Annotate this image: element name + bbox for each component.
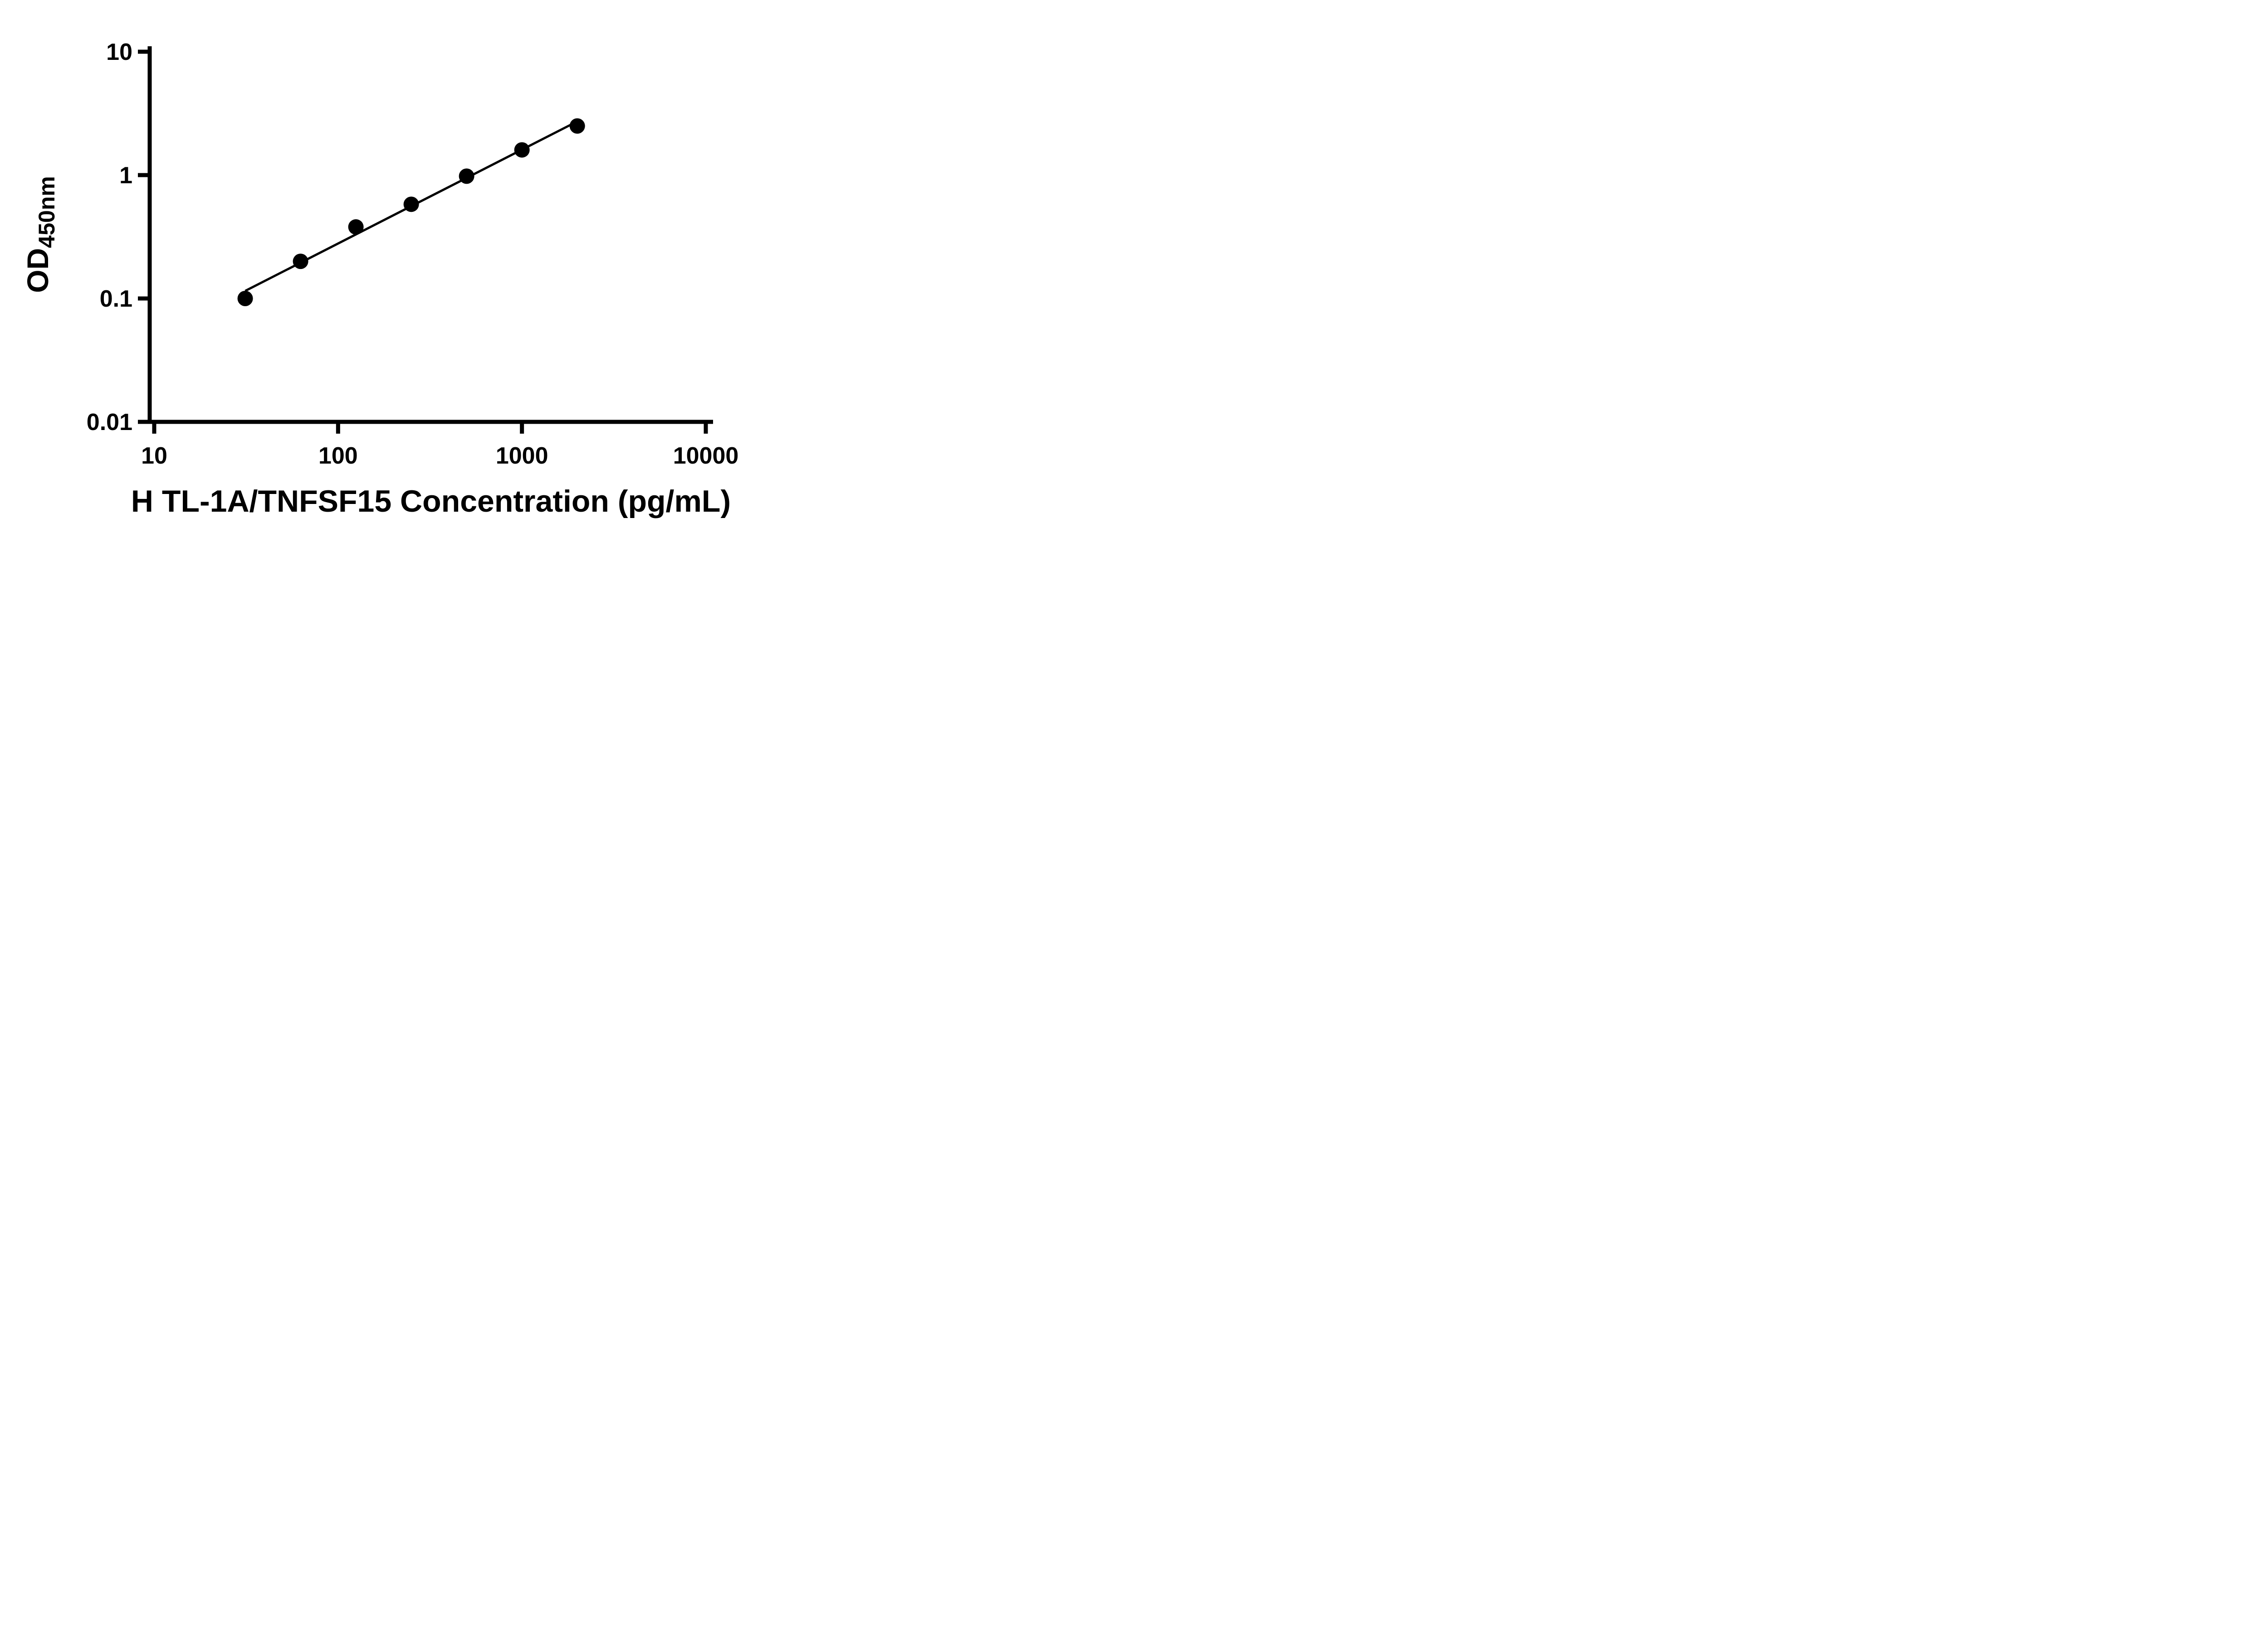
data-point — [348, 219, 364, 235]
y-tick-label: 0.1 — [100, 286, 132, 312]
data-point — [293, 254, 308, 269]
standard-curve-chart: 10 100 1000 10000 10 1 0.1 0.01 H TL-1A/TNFSF15… — [21, 39, 739, 518]
y-tick-label: 0.01 — [87, 409, 132, 435]
x-tick-label: 1000 — [496, 443, 548, 469]
y-axis-title-subscript: 450nm — [34, 176, 59, 248]
elisa-standard-curve-figure: 10 100 1000 10000 10 1 0.1 0.01 H TL-1A/TNFSF15… — [0, 0, 777, 544]
y-tick-label: 1 — [119, 162, 132, 189]
data-point — [514, 142, 530, 158]
x-axis-title: H TL-1A/TNFSF15 Concentration (pg/mL) — [131, 484, 731, 518]
y-axis-title-main: OD — [21, 248, 54, 293]
plot-area — [237, 118, 585, 306]
axis-ticks: 10 100 1000 10000 10 1 0.1 0.01 — [87, 39, 739, 469]
data-point — [237, 291, 253, 306]
data-point — [403, 196, 419, 212]
data-point — [569, 118, 585, 134]
y-tick-label: 10 — [106, 39, 132, 65]
x-tick-label: 100 — [318, 443, 358, 469]
data-point — [459, 168, 474, 184]
x-tick-label: 10 — [141, 443, 167, 469]
x-tick-label: 10000 — [673, 443, 739, 469]
y-axis-title: OD450nm — [21, 176, 59, 293]
